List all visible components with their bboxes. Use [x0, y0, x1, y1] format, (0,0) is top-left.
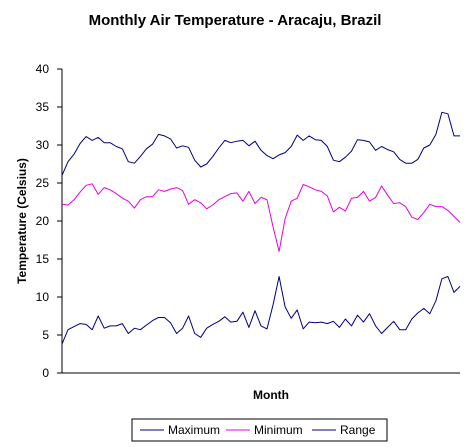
chart-title: Monthly Air Temperature - Aracaju, Brazi… — [88, 12, 382, 29]
y-axis-ticks: 0 5 10 15 20 25 30 35 40 — [36, 62, 62, 380]
legend-box — [131, 418, 388, 442]
y-tick-label: 5 — [42, 328, 49, 342]
y-tick-label: 25 — [36, 176, 50, 190]
legend-label-maximum: Maximum — [168, 423, 220, 437]
y-tick-label: 10 — [36, 290, 50, 304]
y-tick-label: 30 — [36, 138, 50, 152]
y-tick-label: 0 — [42, 366, 49, 380]
y-tick-label: 20 — [36, 214, 50, 228]
legend-label-minimum: Minimum — [254, 423, 303, 437]
y-tick-label: 40 — [36, 62, 50, 76]
y-tick-label: 35 — [36, 100, 50, 114]
legend-label-range: Range — [340, 423, 376, 437]
legend: Maximum Minimum Range — [131, 418, 388, 442]
series-line-maximum — [61, 111, 460, 176]
y-axis-title: Temperature (Celsius) — [15, 158, 29, 284]
series-line-minimum — [61, 183, 461, 252]
series-line-range — [61, 276, 461, 345]
y-tick-label: 15 — [36, 252, 50, 266]
x-axis-title: Month — [253, 388, 289, 402]
series-group — [61, 111, 461, 345]
